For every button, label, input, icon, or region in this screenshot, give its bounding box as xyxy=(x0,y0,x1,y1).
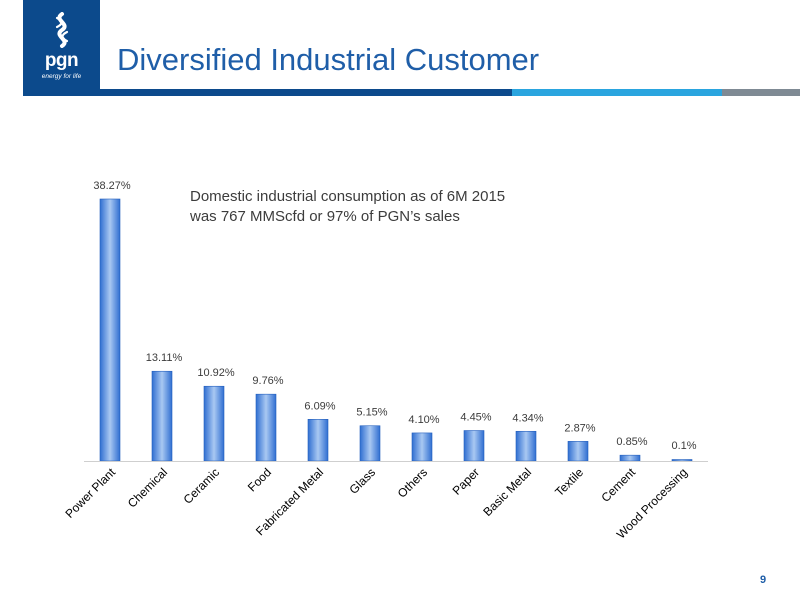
bar-cement xyxy=(619,454,641,462)
data-label: 10.92% xyxy=(197,367,235,379)
data-label: 5.15% xyxy=(356,407,387,419)
bar-chemical xyxy=(151,370,173,462)
category-tick-label: Chemical xyxy=(125,465,170,510)
data-label: 4.34% xyxy=(512,412,543,424)
category-tick-label: Textile xyxy=(552,465,586,499)
bar-ceramic xyxy=(203,385,225,462)
data-label: 4.45% xyxy=(460,412,491,424)
consumption-note: Domestic industrial consumption as of 6M… xyxy=(190,187,505,227)
data-label: 4.10% xyxy=(408,414,439,426)
category-tick-label: Power Plant xyxy=(62,465,118,521)
bar-food xyxy=(255,393,277,462)
bar-glass xyxy=(359,425,381,462)
bar-paper xyxy=(463,430,485,462)
header-rule-navy xyxy=(100,89,512,96)
page-number: 9 xyxy=(760,574,767,586)
note-line-2: was 767 MMScfd or 97% of PGN’s sales xyxy=(190,208,460,225)
bar-textile xyxy=(567,441,589,462)
category-tick-label: Glass xyxy=(347,465,379,497)
bar-others xyxy=(411,432,433,462)
logo-wordmark: pgn xyxy=(44,50,79,71)
bar-power-plant xyxy=(99,198,121,462)
note-line-1: Domestic industrial consumption as of 6M… xyxy=(190,188,506,205)
slide-title: Diversified Industrial Customer xyxy=(117,42,540,77)
data-label: 13.11% xyxy=(146,352,183,364)
company-logo: pgn energy for life xyxy=(23,0,100,96)
data-label: 2.87% xyxy=(564,422,595,434)
header-rule-gray xyxy=(722,89,800,96)
category-tick-label: Basic Metal xyxy=(480,465,534,519)
bar-basic-metal xyxy=(515,430,537,462)
bar-wood-processing xyxy=(671,459,693,462)
header-rule-sky xyxy=(512,89,722,96)
bar-fabricated-metal xyxy=(307,419,329,462)
data-label: 6.09% xyxy=(304,400,335,412)
category-tick-label: Food xyxy=(245,465,274,494)
category-tick-label: Paper xyxy=(450,465,483,498)
data-label: 0.1% xyxy=(671,440,696,452)
data-label: 0.85% xyxy=(616,436,647,448)
data-label: 38.27% xyxy=(93,180,131,192)
logo-tagline: energy for life xyxy=(41,73,82,80)
pgn-flame-icon xyxy=(55,12,69,48)
data-label: 9.76% xyxy=(252,375,283,387)
category-tick-label: Others xyxy=(395,465,430,500)
category-tick-label: Ceramic xyxy=(181,465,222,506)
category-tick-label: Cement xyxy=(599,465,639,505)
